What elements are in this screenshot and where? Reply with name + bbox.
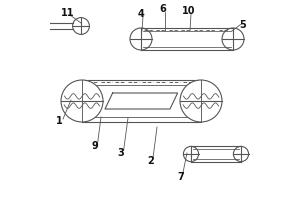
- Polygon shape: [105, 93, 178, 109]
- Text: 2: 2: [148, 156, 154, 166]
- Circle shape: [61, 80, 103, 122]
- Circle shape: [180, 80, 222, 122]
- Text: 11: 11: [61, 8, 75, 18]
- Text: 1: 1: [56, 116, 63, 126]
- Text: 6: 6: [160, 4, 167, 14]
- Text: 9: 9: [92, 141, 98, 151]
- Text: 5: 5: [240, 20, 246, 30]
- Text: 4: 4: [138, 9, 144, 19]
- Text: 7: 7: [178, 172, 184, 182]
- Text: 3: 3: [118, 148, 124, 158]
- Text: 10: 10: [182, 6, 196, 16]
